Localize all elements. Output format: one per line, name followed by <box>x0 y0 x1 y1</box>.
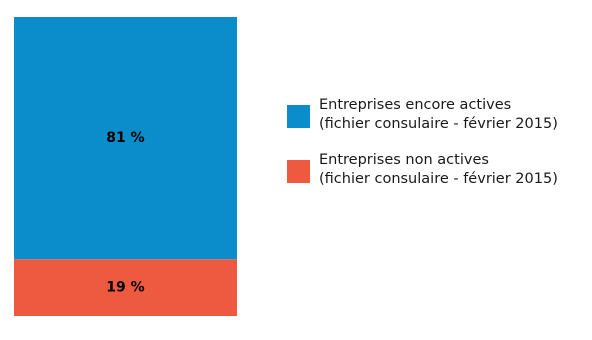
bar-segment-1 <box>14 17 237 260</box>
bar-segment-label-0: 19 % <box>106 280 144 296</box>
legend-text-active: Entreprises encore actives (fichier cons… <box>319 96 558 134</box>
bar-segment-label-1: 81 % <box>106 130 144 146</box>
legend-source-inactive: (fichier consulaire - février 2015) <box>319 171 558 187</box>
legend-item-inactive: Entreprises non actives (fichier consula… <box>287 151 587 189</box>
legend-source-active: (fichier consulaire - février 2015) <box>319 116 558 132</box>
legend: Entreprises encore actives (fichier cons… <box>287 96 587 206</box>
legend-label-active: Entreprises encore actives <box>319 97 512 113</box>
legend-swatch-inactive <box>287 160 310 183</box>
bar-segment-0 <box>14 259 237 316</box>
legend-item-active: Entreprises encore actives (fichier cons… <box>287 96 587 134</box>
legend-swatch-active <box>287 105 310 128</box>
legend-text-inactive: Entreprises non actives (fichier consula… <box>319 151 558 189</box>
legend-label-inactive: Entreprises non actives <box>319 152 489 168</box>
